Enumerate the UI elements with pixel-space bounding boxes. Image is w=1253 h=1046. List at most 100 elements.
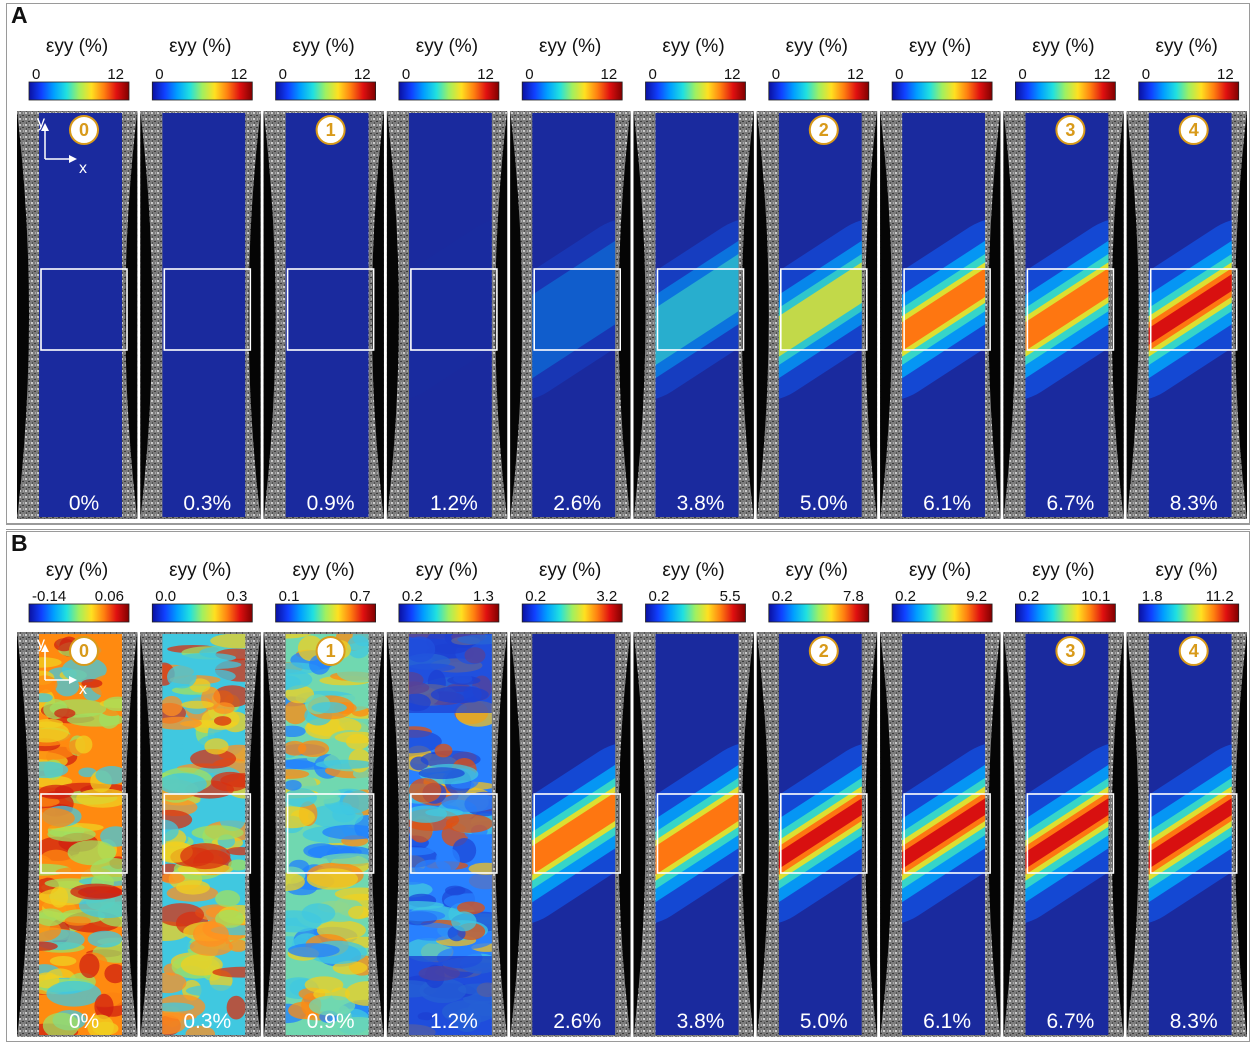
colorbar-min-label: 0 bbox=[402, 66, 410, 83]
colorbar-max-label: 0.3 bbox=[226, 588, 247, 605]
strain-field bbox=[285, 634, 369, 1035]
colorbar-min-label: 0 bbox=[279, 66, 287, 83]
strain-field bbox=[902, 634, 986, 1035]
colorbar-title: εyy (%) bbox=[169, 560, 231, 581]
colorbar-title: εyy (%) bbox=[662, 560, 724, 581]
colorbar-min-label: 0.2 bbox=[895, 588, 916, 605]
grip-edge-right bbox=[371, 111, 384, 519]
strain-label: 0% bbox=[69, 492, 99, 515]
colorbar bbox=[891, 603, 993, 623]
colorbar bbox=[275, 603, 377, 623]
colorbar-title: εyy (%) bbox=[292, 560, 354, 581]
grip-edge-left bbox=[633, 632, 646, 1037]
colorbar bbox=[398, 603, 500, 623]
colorbar-title: εyy (%) bbox=[539, 36, 601, 57]
stage-marker-label: 0 bbox=[79, 120, 89, 140]
colorbar bbox=[151, 603, 253, 623]
strain-label: 8.3% bbox=[1170, 1010, 1218, 1033]
axes-indicator: yx bbox=[37, 114, 87, 177]
column-9: εyy (%) 0 12 6.7% 3 bbox=[1003, 36, 1124, 519]
colorbar-max-label: 9.2 bbox=[966, 588, 987, 605]
panel-separator bbox=[6, 524, 1250, 530]
colorbar-title: εyy (%) bbox=[1032, 560, 1094, 581]
grip-edge-right bbox=[741, 111, 754, 519]
grip-edge-left bbox=[510, 632, 523, 1037]
svg-text:y: y bbox=[37, 635, 45, 652]
column-5: εyy (%) 0.2 3.2 2.6% bbox=[510, 560, 631, 1037]
strain-label: 2.6% bbox=[553, 492, 601, 515]
strain-field bbox=[655, 113, 739, 517]
colorbar-min-label: 0 bbox=[895, 66, 903, 83]
roi-box bbox=[656, 268, 745, 351]
colorbar-title: εyy (%) bbox=[909, 36, 971, 57]
roi-box bbox=[286, 793, 375, 874]
colorbar bbox=[398, 81, 500, 101]
stage-marker-label: 0 bbox=[79, 641, 89, 661]
colorbar-max-label: 0.06 bbox=[95, 588, 124, 605]
colorbar bbox=[151, 81, 253, 101]
colorbar-max-label: 12 bbox=[970, 66, 987, 83]
grip-edge-right bbox=[865, 632, 878, 1037]
strain-field bbox=[1025, 634, 1109, 1035]
column-3: εyy (%) 0 12 0.9% 1 bbox=[263, 36, 384, 519]
roi-box bbox=[903, 793, 991, 874]
colorbar-title: εyy (%) bbox=[1156, 36, 1218, 57]
strain-field bbox=[532, 113, 616, 517]
grip-edge-left bbox=[17, 111, 29, 519]
roi-box bbox=[903, 268, 991, 351]
grip-edge-left bbox=[633, 111, 646, 519]
colorbar-title: εyy (%) bbox=[1032, 36, 1094, 57]
grip-edge-left bbox=[263, 632, 276, 1037]
colorbar-min-label: 0.1 bbox=[279, 588, 300, 605]
grip-edge-right bbox=[865, 111, 878, 519]
colorbar-title: εyy (%) bbox=[416, 560, 478, 581]
roi-box bbox=[40, 268, 128, 351]
column-7: εyy (%) 0 12 5.0% 2 bbox=[756, 36, 878, 519]
grip-edge-right bbox=[495, 632, 508, 1037]
column-6: εyy (%) 0 12 3.8% bbox=[633, 36, 754, 519]
strain-field bbox=[162, 634, 246, 1035]
grip-edge-right bbox=[618, 632, 631, 1037]
colorbar-title: εyy (%) bbox=[46, 560, 108, 581]
colorbar-max-label: 12 bbox=[231, 66, 248, 83]
grip-edge-left bbox=[1003, 632, 1016, 1037]
colorbar-min-label: 0.2 bbox=[772, 588, 793, 605]
panel-a: A εyy (%) 0 12 0% 0 y x εyy (%) 0 12 0.3% εyy (%) 0 1… bbox=[6, 2, 1250, 524]
grip-edge-right bbox=[248, 111, 261, 519]
grip-edge-left bbox=[140, 632, 153, 1037]
stage-marker-label: 4 bbox=[1189, 120, 1199, 140]
column-7: εyy (%) 0.2 7.8 5.0% 2 bbox=[756, 560, 878, 1037]
strain-label: 3.8% bbox=[677, 492, 725, 515]
roi-box bbox=[410, 268, 498, 351]
colorbar-min-label: -0.14 bbox=[32, 588, 66, 605]
colorbar-max-label: 10.1 bbox=[1081, 588, 1110, 605]
strain-field bbox=[408, 634, 492, 1035]
roi-box bbox=[40, 793, 128, 874]
colorbar-min-label: 0 bbox=[1142, 66, 1150, 83]
grip-edge-right bbox=[125, 111, 138, 519]
colorbar-max-label: 12 bbox=[724, 66, 741, 83]
colorbar-min-label: 0 bbox=[525, 66, 533, 83]
grip-edge-right bbox=[248, 632, 261, 1037]
colorbar-title: εyy (%) bbox=[1156, 560, 1218, 581]
stage-marker-label: 3 bbox=[1065, 641, 1075, 661]
strain-label: 6.1% bbox=[923, 492, 971, 515]
column-10: εyy (%) 0 12 8.3% 4 bbox=[1126, 36, 1247, 519]
roi-box bbox=[533, 793, 622, 874]
grip-edge-left bbox=[17, 632, 29, 1037]
roi-box bbox=[779, 793, 868, 874]
column-1: εyy (%)-0.14 0.060%0yx bbox=[17, 560, 138, 1037]
stage-marker bbox=[315, 636, 346, 666]
stage-marker bbox=[69, 115, 99, 145]
strain-label: 6.7% bbox=[1046, 492, 1094, 515]
roi-box bbox=[1026, 793, 1115, 874]
colorbar-min-label: 1.8 bbox=[1142, 588, 1163, 605]
strain-label: 0.9% bbox=[307, 492, 355, 515]
column-5: εyy (%) 0 12 2.6% bbox=[510, 36, 631, 519]
column-4: εyy (%) 0.2 1.3 1.2% bbox=[386, 560, 508, 1037]
colorbar-max-label: 12 bbox=[847, 66, 864, 83]
roi-box bbox=[1026, 268, 1115, 351]
strain-label: 6.7% bbox=[1046, 1010, 1094, 1033]
grip-edge-right bbox=[1111, 632, 1124, 1037]
colorbar-max-label: 0.7 bbox=[350, 588, 371, 605]
